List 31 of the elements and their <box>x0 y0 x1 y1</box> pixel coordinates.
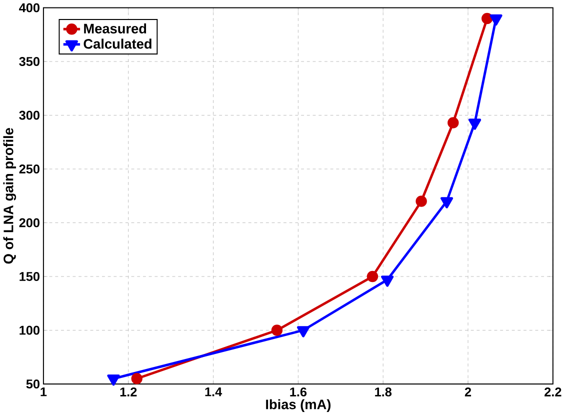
y-tick-label: 400 <box>19 3 40 12</box>
x-axis-title: Ibias (mA) <box>266 399 331 412</box>
point <box>490 14 502 26</box>
point <box>482 12 493 24</box>
x-tick-label: 1.2 <box>120 387 137 396</box>
point <box>468 118 482 130</box>
legend-label: Measured <box>84 23 146 34</box>
legend-label: Calculated <box>84 38 152 49</box>
x-tick-label: 2 <box>464 387 472 396</box>
y-tick-label: 150 <box>20 272 40 281</box>
x-tick-label: 1.6 <box>290 387 307 396</box>
y-tick-label: 50 <box>26 379 40 388</box>
point <box>107 374 120 386</box>
x-tick-label: 2.2 <box>544 387 562 396</box>
y-tick-label: 100 <box>20 326 40 335</box>
x-tick-label: 1.8 <box>375 387 392 396</box>
y-tick-label: 350 <box>19 56 40 66</box>
y-tick-label: 200 <box>19 218 40 228</box>
y-axis-title: Q of LNA gain profile <box>3 128 16 264</box>
point <box>366 270 378 282</box>
point <box>448 117 459 128</box>
y-tick-label: 250 <box>19 164 40 174</box>
y-tick-label: 300 <box>19 110 40 120</box>
point <box>416 196 427 207</box>
x-tick-label: 1.4 <box>205 387 222 396</box>
point <box>131 372 142 384</box>
point <box>440 196 454 208</box>
point <box>271 324 283 336</box>
point <box>297 326 310 338</box>
point <box>381 275 394 287</box>
x-tick-label: 1 <box>40 387 47 396</box>
